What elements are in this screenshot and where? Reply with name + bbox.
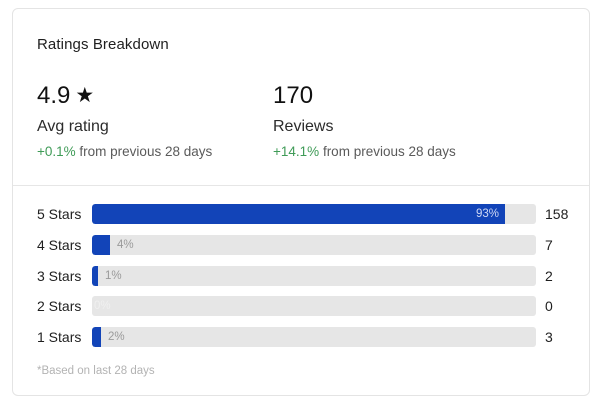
rating-bar-fill <box>92 327 101 348</box>
star-icon: ★ <box>75 84 95 107</box>
avg-rating-change-pct: +0.1% <box>37 144 76 159</box>
rating-bar-percent: 1% <box>105 269 122 282</box>
rating-row-1-stars: 1 Stars 2% 3 <box>37 327 577 348</box>
ratings-card: Ratings Breakdown 4.9 ★ Avg rating +0.1%… <box>12 8 590 396</box>
rating-bar-track: 93% <box>92 204 536 224</box>
rating-row-label: 4 Stars <box>37 236 82 253</box>
footnote: *Based on last 28 days <box>37 365 155 377</box>
reviews-change-pct: +14.1% <box>273 144 320 159</box>
rating-bar-percent: 0% <box>94 300 111 313</box>
card-title: Ratings Breakdown <box>37 36 169 53</box>
rating-bar-percent: 93% <box>475 208 499 220</box>
ratings-breakdown-list: 5 Stars 93% 158 4 Stars 4% 7 3 Stars 1% … <box>37 204 577 358</box>
rating-row-count: 2 <box>545 267 553 284</box>
rating-row-3-stars: 3 Stars 1% 2 <box>37 265 577 286</box>
reviews-metric: 170 Reviews +14.1% from previous 28 days <box>273 81 456 159</box>
reviews-value: 170 <box>273 82 314 109</box>
rating-row-label: 1 Stars <box>37 329 82 346</box>
avg-rating-change-text: from previous 28 days <box>79 144 213 159</box>
section-divider <box>13 185 589 186</box>
reviews-label: Reviews <box>273 118 334 135</box>
rating-bar-fill <box>92 204 505 224</box>
rating-bar-fill <box>92 265 98 286</box>
rating-row-2-stars: 2 Stars 0% 0 <box>37 296 577 317</box>
avg-rating-change: +0.1% from previous 28 days <box>37 144 212 159</box>
rating-row-count: 158 <box>545 206 569 222</box>
rating-bar-track: 1% <box>92 265 536 286</box>
rating-row-count: 0 <box>545 298 553 315</box>
avg-rating-value: 4.9 <box>37 82 71 109</box>
reviews-change-text: from previous 28 days <box>322 144 456 159</box>
rating-bar-percent: 2% <box>108 331 125 344</box>
rating-row-count: 3 <box>545 329 553 346</box>
rating-row-count: 7 <box>545 236 553 253</box>
rating-row-label: 3 Stars <box>37 267 82 284</box>
avg-rating-label: Avg rating <box>37 118 109 135</box>
rating-row-label: 2 Stars <box>37 298 82 315</box>
reviews-change: +14.1% from previous 28 days <box>273 144 456 159</box>
rating-row-4-stars: 4 Stars 4% 7 <box>37 234 577 255</box>
rating-bar-percent: 4% <box>117 238 134 251</box>
avg-rating-metric: 4.9 ★ Avg rating +0.1% from previous 28 … <box>37 81 212 159</box>
rating-row-5-stars: 5 Stars 93% 158 <box>37 204 577 224</box>
rating-bar-track: 0% <box>92 296 536 317</box>
rating-row-label: 5 Stars <box>37 206 82 222</box>
rating-bar-track: 4% <box>92 234 536 255</box>
rating-bar-track: 2% <box>92 327 536 348</box>
rating-bar-fill <box>92 234 110 255</box>
